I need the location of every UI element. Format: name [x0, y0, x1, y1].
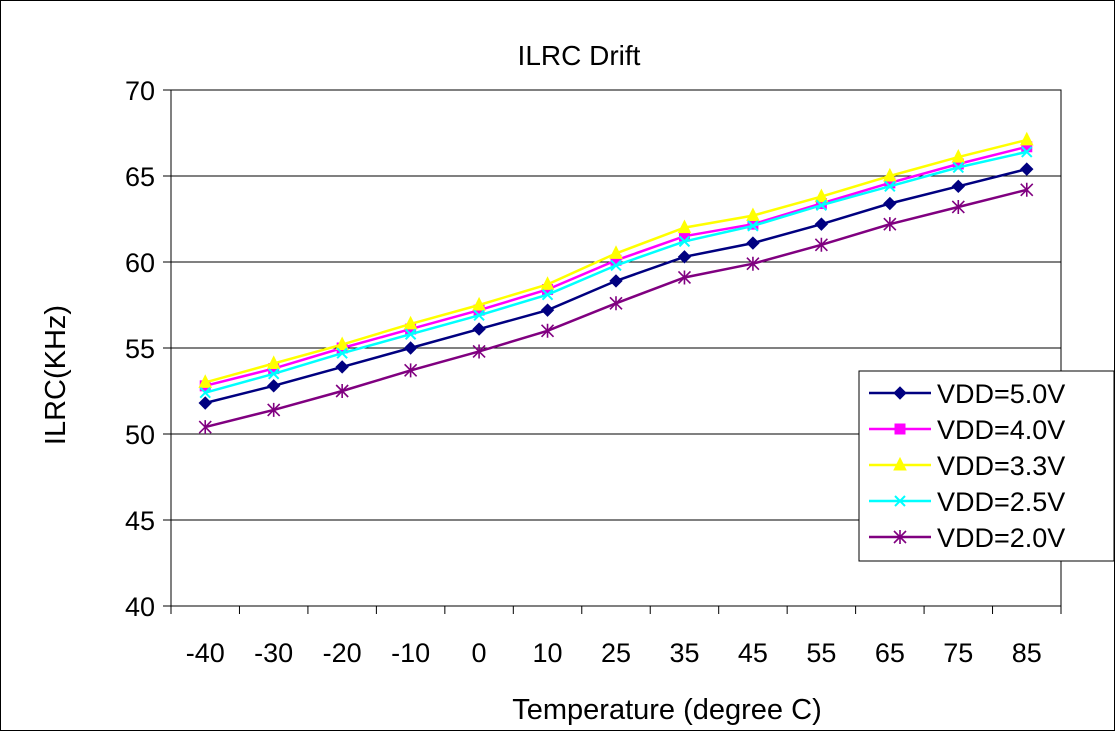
data-point — [884, 180, 896, 193]
data-point — [814, 217, 829, 231]
legend-label: VDD=4.0V — [937, 415, 1065, 445]
x-tick-label: 45 — [738, 638, 768, 668]
data-point — [472, 322, 486, 336]
legend-item-1: VDD=4.0V — [869, 415, 1065, 445]
data-point — [198, 374, 213, 388]
data-point — [814, 237, 828, 252]
data-point — [746, 207, 760, 222]
x-tick-label: 25 — [601, 638, 631, 668]
x-tick-label: 75 — [943, 638, 973, 668]
data-point — [541, 288, 554, 301]
data-point — [746, 256, 760, 271]
data-point — [540, 276, 555, 290]
x-tick-label: 10 — [533, 638, 563, 668]
y-tick-label: 45 — [125, 506, 155, 536]
data-point — [677, 219, 692, 234]
x-tick-label: 35 — [669, 638, 699, 668]
data-point — [1020, 162, 1034, 176]
y-tick-label: 65 — [125, 162, 155, 192]
data-point — [609, 296, 623, 311]
legend: VDD=5.0V VDD=4.0V VDD=3.3V VDD=2.5V VDD=2.0V — [858, 370, 1115, 562]
y-tick-label: 40 — [125, 592, 155, 622]
data-point — [883, 217, 897, 232]
y-tick-label: 60 — [125, 248, 155, 278]
data-point — [814, 188, 829, 203]
legend-marker — [894, 495, 906, 507]
y-tick-label: 55 — [125, 334, 155, 364]
data-point — [1020, 182, 1034, 197]
data-point — [267, 368, 280, 380]
data-point — [404, 363, 418, 378]
legend-item-2: VDD=3.3V — [869, 451, 1065, 481]
data-point — [540, 303, 555, 317]
legend-label: VDD=2.0V — [937, 523, 1065, 553]
data-point — [1019, 131, 1034, 146]
legend-marker — [894, 423, 906, 435]
x-tick-label: -30 — [254, 638, 293, 668]
chart-title: ILRC Drift — [518, 40, 641, 71]
data-point — [746, 236, 760, 250]
series-2 — [198, 131, 1034, 388]
legend-marker — [893, 386, 907, 400]
data-point — [951, 179, 966, 194]
data-point — [335, 336, 349, 351]
data-point — [678, 235, 691, 248]
data-point — [540, 323, 555, 338]
data-point — [335, 360, 349, 374]
legend-marker — [893, 456, 907, 471]
y-axis-title: ILRC(KHz) — [40, 305, 72, 445]
data-point — [266, 355, 281, 369]
y-tick-label: 50 — [125, 420, 155, 450]
legend-marker — [893, 530, 907, 544]
x-tick-label: -10 — [391, 638, 430, 668]
data-point — [677, 270, 692, 285]
plot-area: 40 45 50 55 60 65 70 -40 -30 -20 -10 0 10 25 35 45 55 65 7… — [125, 76, 1062, 668]
data-point — [951, 148, 966, 163]
legend-label: VDD=5.0V — [937, 379, 1065, 409]
data-point — [472, 344, 486, 359]
data-point — [266, 379, 281, 393]
data-point — [610, 259, 622, 272]
data-point — [199, 387, 211, 399]
legend-item-0: VDD=5.0V — [869, 379, 1065, 409]
data-point — [335, 384, 349, 398]
legend-label: VDD=2.5V — [937, 487, 1065, 517]
data-point — [336, 347, 348, 359]
data-point — [815, 199, 828, 211]
data-point — [267, 402, 281, 417]
series-3 — [199, 146, 1033, 399]
x-tick-label: -40 — [186, 638, 225, 668]
data-point — [952, 161, 965, 174]
data-point — [951, 199, 965, 214]
data-point — [883, 196, 897, 211]
x-tick-label: 55 — [806, 638, 836, 668]
data-point — [403, 315, 418, 330]
x-tick-label: 65 — [875, 638, 905, 668]
legend-item-3: VDD=2.5V — [869, 487, 1065, 517]
data-point — [473, 309, 485, 322]
x-axis-title: Temperature (degree C) — [512, 694, 821, 726]
data-point — [609, 274, 623, 288]
data-point — [609, 245, 623, 259]
y-tick-label: 70 — [125, 76, 155, 106]
data-point — [677, 250, 692, 264]
x-tick-label: 0 — [472, 638, 487, 668]
data-point — [198, 396, 212, 410]
data-point — [1021, 146, 1033, 158]
data-point — [404, 328, 417, 340]
plot-border — [170, 89, 1062, 607]
data-point — [883, 167, 897, 182]
x-tick-label: 85 — [1012, 638, 1042, 668]
data-point — [472, 296, 486, 311]
series-0 — [198, 162, 1034, 410]
series-4 — [198, 182, 1034, 435]
legend-label: VDD=3.3V — [937, 451, 1065, 481]
x-tick-label: -20 — [323, 638, 362, 668]
legend-item-4: VDD=2.0V — [869, 523, 1065, 553]
data-point — [747, 220, 759, 232]
data-point — [198, 420, 212, 435]
data-point — [403, 341, 418, 355]
